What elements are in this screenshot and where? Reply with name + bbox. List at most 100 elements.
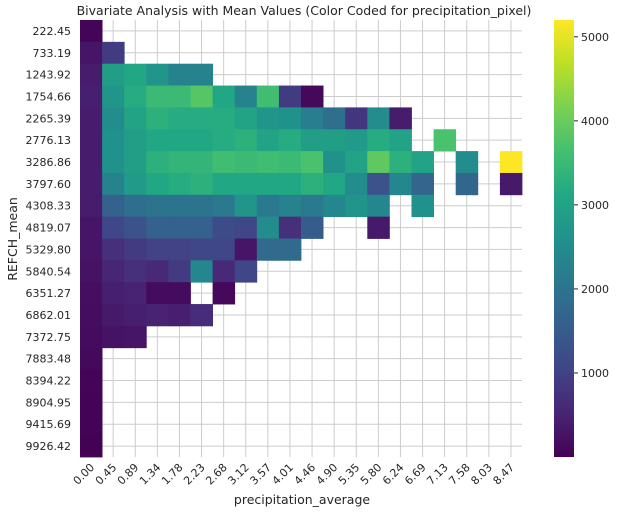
heatmap-cell bbox=[367, 172, 390, 196]
heatmap-cell bbox=[80, 85, 103, 108]
heatmap-cell bbox=[234, 107, 258, 130]
x-tick-labels: 0.000.450.891.341.782.232.683.123.574.01… bbox=[71, 461, 517, 488]
heatmap-cell bbox=[168, 172, 191, 196]
heatmap-cell bbox=[301, 107, 324, 130]
heatmap-cell bbox=[367, 216, 390, 239]
heatmap-cell bbox=[102, 216, 125, 239]
heatmap-cell bbox=[124, 282, 147, 305]
heatmap-cell bbox=[124, 63, 147, 86]
heatmap-cell bbox=[190, 304, 213, 327]
heatmap-cell bbox=[146, 107, 169, 130]
heatmap-cell bbox=[455, 172, 479, 196]
heatmap-cell bbox=[234, 151, 258, 174]
y-tick-label: 9926.42 bbox=[26, 440, 72, 453]
heatmap-cell bbox=[256, 129, 280, 152]
heatmap-cell bbox=[367, 151, 390, 174]
heatmap-cell bbox=[80, 129, 103, 152]
heatmap-cell bbox=[212, 238, 236, 261]
heatmap-cell bbox=[80, 391, 103, 414]
heatmap-cell bbox=[367, 194, 390, 218]
heatmap-cell bbox=[190, 151, 213, 174]
heatmap-cell bbox=[256, 172, 280, 196]
heatmap-cell bbox=[80, 151, 103, 174]
heatmap-cell bbox=[278, 107, 302, 130]
y-tick-label: 3286.86 bbox=[26, 156, 72, 169]
heatmap-cell bbox=[146, 172, 169, 196]
heatmap-cell bbox=[124, 107, 147, 130]
y-tick-label: 2776.13 bbox=[26, 134, 72, 147]
heatmap-cell bbox=[411, 194, 434, 218]
heatmap-cell bbox=[168, 107, 191, 130]
heatmap-cell bbox=[168, 216, 191, 239]
y-tick-label: 8904.95 bbox=[26, 396, 72, 409]
y-axis-title: REFCH_mean bbox=[5, 197, 20, 281]
heatmap-cell bbox=[146, 282, 169, 305]
heatmap-cell bbox=[124, 172, 147, 196]
heatmap-cell bbox=[80, 172, 103, 196]
heatmap-cell bbox=[190, 85, 213, 108]
heatmap-cell bbox=[278, 238, 302, 261]
heatmap-cell bbox=[168, 194, 191, 218]
y-tick-label: 5329.80 bbox=[26, 243, 72, 256]
heatmap-cell bbox=[80, 260, 103, 283]
heatmap-cell bbox=[389, 107, 412, 130]
x-tick-label: 4.46 bbox=[292, 461, 319, 488]
heatmap-cell bbox=[212, 194, 236, 218]
y-tick-label: 4819.07 bbox=[26, 222, 72, 235]
heatmap-cell bbox=[301, 151, 324, 174]
heatmap-cell bbox=[212, 216, 236, 239]
heatmap-cell bbox=[234, 194, 258, 218]
x-tick-label: 3.12 bbox=[225, 461, 252, 488]
heatmap-cell bbox=[212, 282, 236, 305]
heatmap-cell bbox=[124, 151, 147, 174]
heatmap-cell bbox=[345, 129, 368, 152]
heatmap-cell bbox=[278, 85, 302, 108]
y-tick-label: 733.19 bbox=[33, 47, 72, 60]
x-tick-label: 7.58 bbox=[446, 461, 473, 488]
heatmap-cell bbox=[102, 63, 125, 86]
heatmap-cell bbox=[124, 238, 147, 261]
heatmap-cell bbox=[367, 129, 390, 152]
heatmap-cell bbox=[102, 172, 125, 196]
heatmap-cell bbox=[168, 282, 191, 305]
heatmap-cell bbox=[80, 369, 103, 392]
x-tick-label: 0.45 bbox=[93, 461, 120, 488]
y-tick-label: 6351.27 bbox=[26, 287, 72, 300]
heatmap-cell bbox=[455, 151, 479, 174]
y-tick-label: 4308.33 bbox=[26, 200, 72, 213]
chart-title: Bivariate Analysis with Mean Values (Col… bbox=[77, 3, 532, 18]
x-tick-label: 3.57 bbox=[247, 461, 274, 488]
colorbar-tick-label: 2000 bbox=[581, 283, 609, 296]
heatmap-cell bbox=[367, 107, 390, 130]
colorbar-tick-label: 3000 bbox=[581, 199, 609, 212]
heatmap-cell bbox=[345, 172, 368, 196]
heatmap-cell bbox=[256, 151, 280, 174]
heatmap-cell bbox=[389, 172, 412, 196]
colorbar bbox=[554, 20, 574, 457]
y-tick-label: 5840.54 bbox=[26, 265, 72, 278]
x-tick-label: 8.47 bbox=[491, 461, 518, 488]
heatmap-cell bbox=[124, 194, 147, 218]
y-tick-label: 2265.39 bbox=[26, 112, 72, 125]
heatmap-cell bbox=[168, 304, 191, 327]
heatmap-cell bbox=[102, 151, 125, 174]
heatmap-cell bbox=[124, 129, 147, 152]
heatmap-cell bbox=[301, 85, 324, 108]
heatmap-cell bbox=[234, 238, 258, 261]
x-tick-label: 6.24 bbox=[380, 461, 407, 488]
heatmap-cell bbox=[433, 129, 457, 152]
heatmap-cell bbox=[411, 151, 434, 174]
x-tick-label: 4.01 bbox=[270, 461, 297, 488]
heatmap-cell bbox=[168, 260, 191, 283]
heatmap-cell bbox=[301, 172, 324, 196]
heatmap-cell bbox=[345, 107, 368, 130]
heatmap-cell bbox=[190, 194, 213, 218]
heatmap-cell bbox=[234, 216, 258, 239]
heatmap-cell bbox=[278, 129, 302, 152]
heatmap-cell bbox=[80, 413, 103, 436]
heatmap-cell bbox=[124, 216, 147, 239]
y-tick-label: 7372.75 bbox=[26, 331, 72, 344]
heatmap-cell bbox=[80, 194, 103, 218]
x-tick-label: 5.80 bbox=[358, 461, 385, 488]
